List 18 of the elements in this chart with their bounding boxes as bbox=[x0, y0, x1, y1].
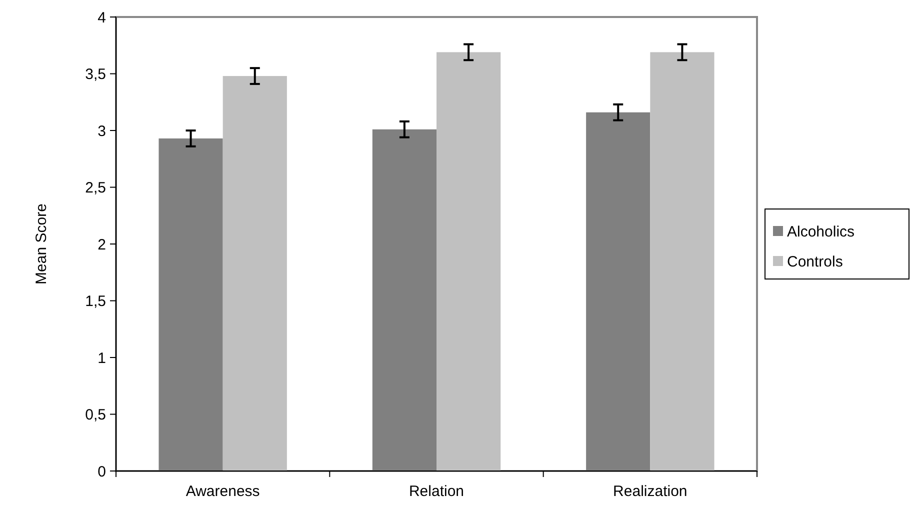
y-tick-label: 1,5 bbox=[85, 293, 106, 310]
legend-label: Alcoholics bbox=[787, 223, 855, 240]
bar bbox=[650, 52, 714, 471]
x-tick-label: Awareness bbox=[186, 483, 260, 500]
y-axis-title: Mean Score bbox=[33, 204, 50, 284]
y-tick-label: 4 bbox=[98, 9, 106, 26]
bar bbox=[436, 52, 501, 471]
legend-label: Controls bbox=[787, 253, 843, 270]
y-tick-label: 2 bbox=[98, 236, 106, 254]
y-tick-label: 3 bbox=[98, 122, 106, 140]
y-tick-label: 1 bbox=[98, 350, 106, 367]
y-tick-label: 0,5 bbox=[85, 406, 106, 424]
bar bbox=[222, 76, 287, 471]
y-tick-label: 3,5 bbox=[85, 66, 106, 83]
y-tick-label: 2,5 bbox=[85, 180, 106, 196]
x-tick-label: Realization bbox=[613, 483, 688, 500]
x-tick-label: Relation bbox=[408, 483, 464, 500]
y-tick-label: 0 bbox=[98, 463, 106, 480]
